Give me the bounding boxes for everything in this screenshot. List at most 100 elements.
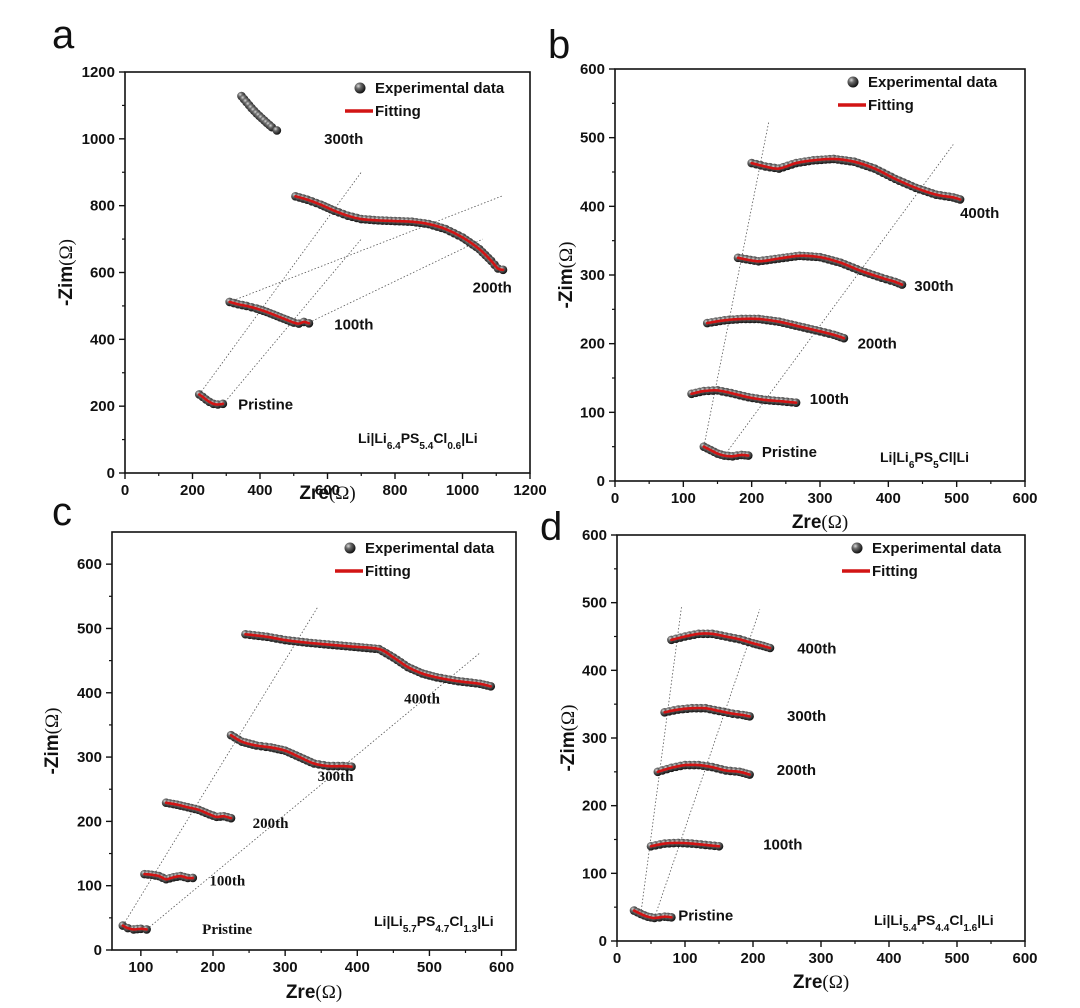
guide-line	[703, 121, 770, 447]
x-axis-label: Zre	[793, 972, 823, 993]
cell-subscript: 5.4	[419, 441, 433, 452]
y-tick-label: 0	[107, 465, 115, 482]
fit-line	[702, 445, 750, 458]
series-label: Pristine	[202, 922, 252, 938]
y-axis-label: -Zim	[556, 268, 577, 308]
y-tick-label: 100	[77, 878, 102, 895]
chart-panel-b: 0 100 200 300 400 500 600 0 100 200 300 400 500 600 Zr…	[556, 61, 1038, 533]
y-tick-label: 1200	[82, 64, 115, 81]
series-200th	[702, 314, 849, 343]
y-axis-unit: (Ω)	[558, 705, 579, 732]
fit-line	[705, 317, 846, 340]
series-label: 400th	[404, 692, 440, 708]
y-tick-label: 100	[582, 865, 607, 882]
series-label: Pristine	[238, 397, 293, 414]
cell-text-part: Li|Li	[874, 912, 903, 928]
panel-letter-c: c	[52, 490, 72, 534]
chart-panel-d: 0 100 200 300 400 500 600 0 100 200 300 400 500 600 Zr…	[558, 527, 1038, 993]
cell-text-part: PS	[401, 430, 420, 446]
x-axis-unit: (Ω)	[822, 972, 849, 993]
legend: Experimental data Fitting	[838, 74, 998, 114]
cell-text-part: |Li	[953, 449, 969, 465]
legend-label-fitting: Fitting	[868, 97, 914, 114]
cell-text-part: Cl	[449, 913, 463, 929]
series-200th	[161, 798, 236, 823]
fit-line	[294, 195, 505, 272]
series-label: 100th	[209, 874, 245, 890]
series-label: 300th	[787, 708, 826, 725]
legend: Experimental data Fitting	[335, 540, 495, 580]
x-tick-label: 0	[121, 482, 129, 499]
y-tick-label: 600	[90, 265, 115, 282]
legend-marker-experimental	[354, 82, 366, 94]
data-point	[272, 126, 282, 135]
guide-line	[198, 172, 362, 395]
series-label: 300th	[318, 769, 354, 785]
y-tick-label: 0	[94, 942, 102, 959]
series-label: 200th	[858, 335, 897, 352]
y-axis-label: -Zim	[42, 734, 63, 774]
series-300th	[733, 251, 907, 289]
y-tick-label: 1000	[82, 131, 115, 148]
series-200th	[653, 760, 754, 779]
cell-composition: Li|Li5.4PS4.4Cl1.6|Li	[874, 912, 994, 934]
x-tick-label: 400	[876, 950, 901, 967]
y-tick-label: 200	[90, 398, 115, 415]
x-tick-label: 600	[489, 959, 514, 976]
fit-line	[736, 254, 904, 286]
x-axis-title: Zre(Ω)	[299, 483, 355, 504]
x-axis-label: Zre	[792, 512, 822, 533]
series-100th	[225, 297, 314, 328]
y-axis-title: -Zim(Ω)	[556, 242, 577, 309]
fit-line	[656, 763, 751, 776]
legend-marker-experimental	[851, 542, 863, 554]
x-tick-label: 400	[345, 959, 370, 976]
x-tick-label: 0	[611, 490, 619, 507]
series-400th	[747, 154, 965, 204]
cell-text-part: Cl	[939, 449, 953, 465]
fit-line	[690, 388, 798, 405]
cell-text-part: PS	[417, 913, 436, 929]
series-300th	[660, 703, 754, 721]
fit-line	[670, 632, 772, 650]
x-axis-unit: (Ω)	[821, 512, 848, 533]
series-label: Pristine	[678, 908, 733, 925]
x-tick-label: 800	[382, 482, 407, 499]
x-tick-label: 200	[180, 482, 205, 499]
x-tick-label: 100	[672, 950, 697, 967]
cell-subscript: 5.7	[403, 924, 417, 935]
legend: Experimental data Fitting	[842, 540, 1002, 580]
fit-line	[649, 841, 721, 848]
x-tick-label: 500	[944, 950, 969, 967]
legend-label-fitting: Fitting	[375, 103, 421, 120]
series-200th	[291, 192, 508, 275]
y-axis-label: -Zim	[56, 266, 77, 306]
legend-marker-experimental	[847, 76, 859, 88]
y-tick-label: 200	[77, 813, 102, 830]
cell-subscript: 6.4	[387, 441, 401, 452]
plot-frame	[111, 531, 517, 951]
cell-composition: Li|Li6PS5Cl|Li	[880, 449, 969, 471]
x-tick-label: 200	[200, 959, 225, 976]
cell-text-part: Li|Li	[358, 430, 387, 446]
cell-subscript: 6	[909, 460, 915, 471]
series-label: 200th	[253, 816, 289, 832]
y-tick-label: 500	[582, 595, 607, 612]
y-tick-label: 800	[90, 198, 115, 215]
panel-letter-d: d	[540, 505, 562, 549]
series-label: 300th	[324, 131, 363, 148]
fit-line	[164, 801, 233, 820]
y-tick-label: 100	[580, 404, 605, 421]
x-tick-label: 200	[739, 490, 764, 507]
cell-subscript: 1.3	[463, 924, 477, 935]
y-tick-label: 600	[580, 61, 605, 78]
cell-text-part: Cl	[433, 430, 447, 446]
legend: Experimental data Fitting	[345, 80, 505, 120]
plot-frame	[614, 68, 1026, 482]
cell-composition: Li|Li6.4PS5.4Cl0.6|Li	[358, 430, 478, 452]
cell-composition: Li|Li5.7PS4.7Cl1.3|Li	[374, 913, 494, 935]
fit-line	[121, 924, 148, 931]
series-300th	[226, 730, 356, 772]
y-tick-label: 400	[77, 685, 102, 702]
cell-text-part: PS	[914, 449, 933, 465]
